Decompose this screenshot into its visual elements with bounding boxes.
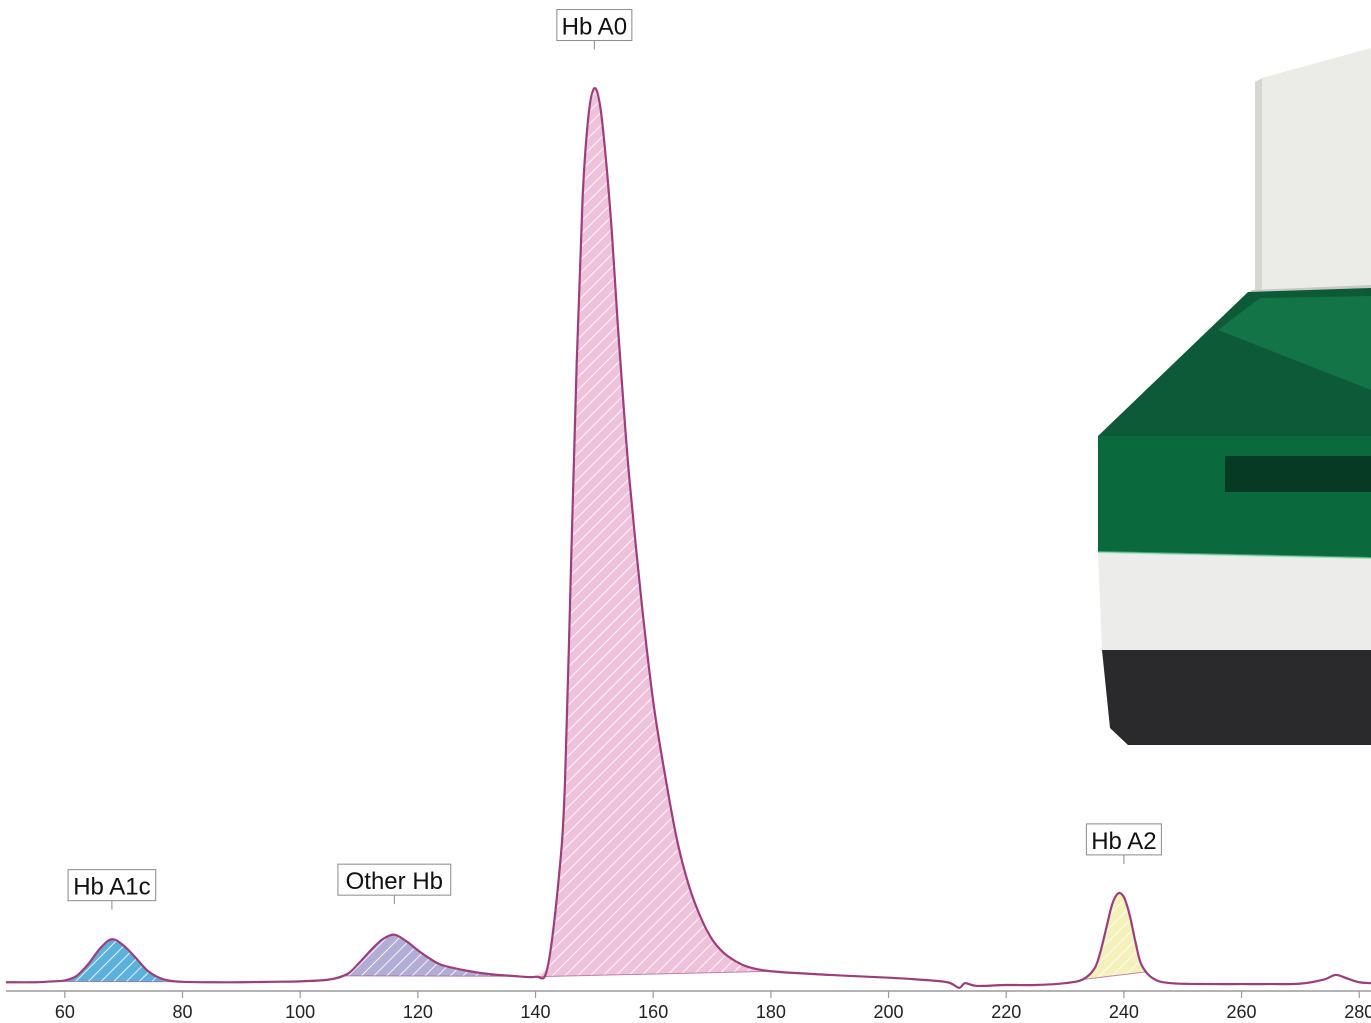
- x-tick-label-160: 160: [638, 1002, 668, 1022]
- peak-baseline-hb-a0: [535, 970, 771, 978]
- peak-label-text-hb-a2: Hb A2: [1091, 828, 1156, 855]
- x-tick-label-80: 80: [172, 1002, 192, 1022]
- analyzer-instrument-image: [1097, 48, 1371, 745]
- peak-baseline-hb-a2: [1082, 971, 1148, 981]
- peak-label-text-hb-a1c: Hb A1c: [73, 874, 150, 901]
- peak-hatch-hb-a1c: [53, 939, 183, 982]
- x-tick-label-280: 280: [1344, 1002, 1371, 1022]
- x-tick-label-220: 220: [991, 1002, 1021, 1022]
- x-tick-label-180: 180: [756, 1002, 786, 1022]
- x-tick-label-140: 140: [521, 1002, 551, 1022]
- peak-label-box-hb-a1c: [67, 869, 157, 902]
- peak-labels: Hb A1c Other Hb Hb A0 Hb A2: [67, 9, 1162, 910]
- peak-label-text-hb-a0: Hb A0: [562, 14, 627, 41]
- peak-label-hb-a0: Hb A0: [556, 9, 633, 50]
- peak-area-fills: [53, 88, 1148, 983]
- x-axis: 60 80 100 120 140 160 180 200 220 240 260 280: [6, 990, 1371, 1022]
- x-tick-label-120: 120: [403, 1002, 433, 1022]
- trace-layer: [5, 87, 1371, 989]
- x-tick-label-240: 240: [1109, 1002, 1139, 1022]
- peak-label-box-hb-a2: [1085, 823, 1162, 856]
- peak-label-other-hb: Other Hb: [337, 863, 452, 905]
- x-tick-label-260: 260: [1227, 1002, 1257, 1022]
- x-tick-label-60: 60: [55, 1002, 75, 1022]
- peak-label-hb-a1c: Hb A1c: [67, 869, 157, 910]
- peak-label-hb-a2: Hb A2: [1085, 823, 1162, 864]
- electropherogram-trace: [5, 87, 1371, 989]
- peak-hatch-hb-a0: [535, 88, 771, 977]
- peak-label-box-other-hb: [337, 863, 452, 896]
- x-tick-label-200: 200: [874, 1002, 904, 1022]
- peak-hatch-hb-a2: [1082, 893, 1148, 980]
- x-tick-label-100: 100: [285, 1002, 315, 1022]
- peak-hatch-other-hb: [341, 934, 524, 977]
- peak-label-text-other-hb: Other Hb: [346, 868, 443, 895]
